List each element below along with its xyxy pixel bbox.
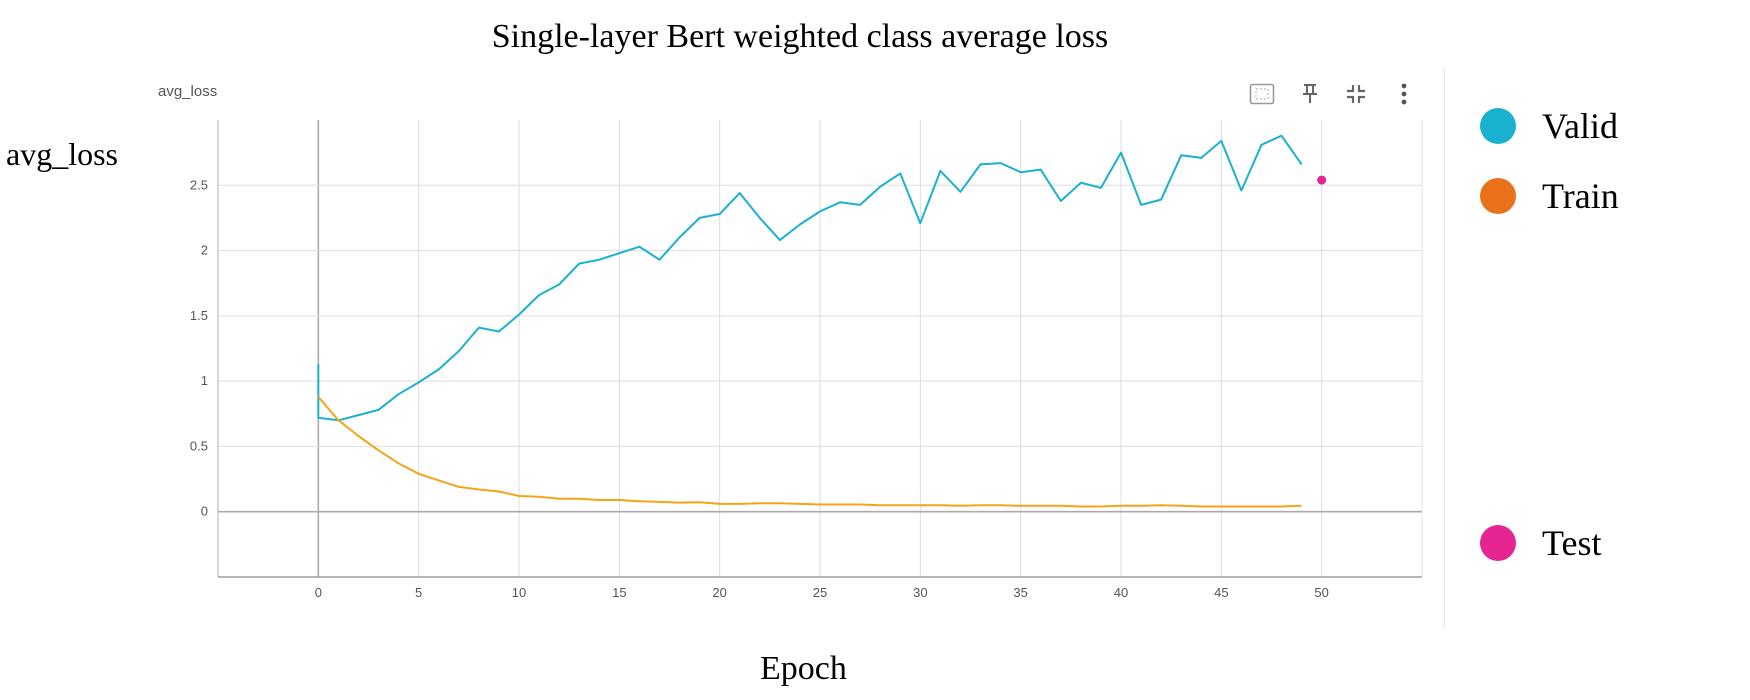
y-axis-label: avg_loss (6, 136, 118, 172)
grid-layer (218, 120, 1422, 577)
y-tick-label: 2 (201, 243, 208, 258)
legend-swatch-test (1480, 525, 1516, 561)
legend-label-test: Test (1542, 523, 1602, 563)
legend-item-test: Test (1480, 522, 1601, 564)
x-axis-label: Epoch (760, 650, 847, 687)
legend-swatch-train (1480, 178, 1516, 214)
series-layer (317, 134, 1327, 508)
y-tick-label: 2.5 (190, 177, 208, 192)
legend-label-valid: Valid (1542, 106, 1618, 146)
legend-item-train: Train (1480, 175, 1619, 217)
tick-label-layer: 0 5 10 15 20 25 30 35 40 45 50 0 0.5 1 1.5 2 2.5 (190, 177, 1329, 600)
y-tick-label: 0.5 (190, 438, 208, 453)
x-tick-label: 50 (1314, 585, 1328, 600)
pin-icon[interactable] (1294, 78, 1326, 110)
y-tick-label: 0 (201, 504, 208, 519)
series-line-train (317, 396, 1302, 508)
figure-title: Single-layer Bert weighted class average… (491, 18, 1109, 55)
x-tick-label: 45 (1214, 585, 1228, 600)
series-line-valid (317, 134, 1303, 422)
x-tick-label: 0 (315, 585, 322, 600)
more-options-icon[interactable] (1388, 78, 1420, 110)
x-tick-label: 25 (813, 585, 827, 600)
x-tick-label: 10 (512, 585, 526, 600)
x-tick-label: 40 (1114, 585, 1128, 600)
data-point-test (1317, 175, 1327, 185)
y-tick-label: 1.5 (190, 308, 208, 323)
legend-swatch-valid (1480, 108, 1516, 144)
axis-layer (217, 120, 1423, 578)
collapse-icon[interactable] (1340, 78, 1372, 110)
card-title: avg_loss (158, 83, 218, 100)
legend-item-valid: Valid (1480, 105, 1618, 147)
x-tick-label: 5 (415, 585, 422, 600)
y-tick-label: 1 (201, 373, 208, 388)
x-tick-label: 35 (1013, 585, 1027, 600)
x-tick-label: 15 (612, 585, 626, 600)
x-tick-label: 30 (913, 585, 927, 600)
panel-divider (1444, 68, 1445, 628)
x-tick-label: 20 (712, 585, 726, 600)
legend-label-train: Train (1542, 176, 1619, 216)
fit-domain-icon[interactable] (1246, 78, 1278, 110)
